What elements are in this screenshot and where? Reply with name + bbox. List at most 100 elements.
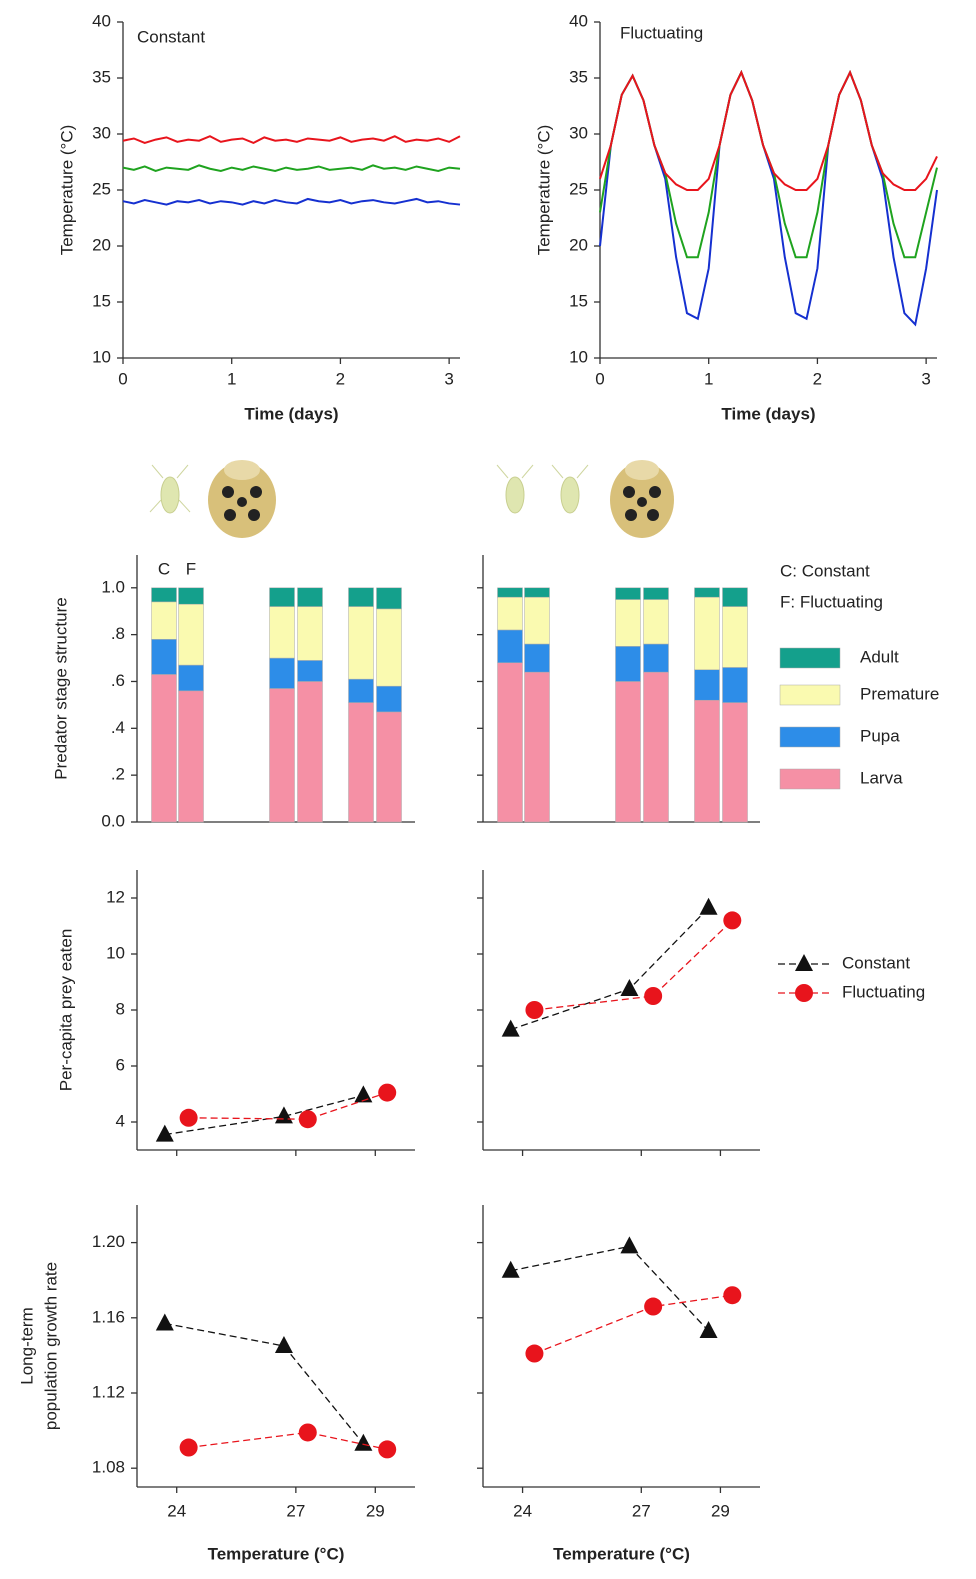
bar-segment xyxy=(269,587,295,607)
legend-swatch xyxy=(779,726,841,748)
y-tick-label: 10 xyxy=(92,347,111,366)
y-tick-label: 35 xyxy=(92,67,111,86)
y-tick-label: 20 xyxy=(92,235,111,254)
y-tick-label: 12 xyxy=(106,887,125,906)
bar-segment xyxy=(643,643,669,673)
bar-segment xyxy=(348,587,374,607)
ladybird xyxy=(610,460,674,538)
bar-segment xyxy=(297,606,323,661)
bar-segment xyxy=(297,587,323,607)
x-tick-label: 29 xyxy=(366,1501,385,1520)
bar-segment xyxy=(615,599,641,647)
aphid xyxy=(551,464,589,514)
bar-segment xyxy=(524,643,550,673)
point xyxy=(378,1440,397,1459)
legend-note: C: Constant xyxy=(780,561,870,580)
point xyxy=(378,1083,397,1102)
point xyxy=(723,911,742,930)
x-tick-label: 1 xyxy=(227,369,236,388)
y-tick-label: 30 xyxy=(92,123,111,142)
y-tick-label: 1.0 xyxy=(101,577,125,596)
point xyxy=(354,1433,373,1451)
x-axis-label: Time (days) xyxy=(244,404,338,423)
aphid xyxy=(496,464,534,514)
x-tick-label: 3 xyxy=(444,369,453,388)
point xyxy=(620,1236,639,1254)
bar-segment xyxy=(497,662,523,823)
x-tick-label: 1 xyxy=(704,369,713,388)
y-tick-label: 8 xyxy=(116,999,125,1018)
bar-segment xyxy=(615,587,641,600)
bar-segment xyxy=(694,699,720,823)
series-line xyxy=(599,69,938,191)
y-axis-label: Temperature (°C) xyxy=(57,125,76,256)
y-tick-label: .4 xyxy=(111,718,125,737)
x-tick-label: 27 xyxy=(286,1501,305,1520)
bar-segment xyxy=(615,646,641,682)
series-line xyxy=(599,69,938,327)
bar-segment xyxy=(151,601,177,640)
point xyxy=(274,1336,293,1353)
bar-segment xyxy=(348,678,374,703)
x-tick-label: 0 xyxy=(595,369,604,388)
point xyxy=(723,1286,742,1305)
bar-segment xyxy=(178,603,204,666)
y-tick-label: 15 xyxy=(92,291,111,310)
legend-label: Adult xyxy=(860,647,899,666)
bar-segment xyxy=(178,690,204,823)
aphid xyxy=(149,464,191,514)
bar-segment xyxy=(643,671,669,823)
bar-segment xyxy=(269,657,295,689)
point xyxy=(525,1344,544,1363)
x-tick-label: 0 xyxy=(118,369,127,388)
bar-segment xyxy=(694,587,720,598)
y-tick-label: 20 xyxy=(569,235,588,254)
legend-note: F: Fluctuating xyxy=(780,592,883,611)
series-line xyxy=(122,135,461,145)
bar-segment xyxy=(694,669,720,701)
y-tick-label: .6 xyxy=(111,671,125,690)
x-axis-label: Temperature (°C) xyxy=(553,1544,690,1563)
legend-marker xyxy=(795,954,813,971)
x-tick-label: 24 xyxy=(167,1501,186,1520)
bar-segment xyxy=(151,639,177,675)
bar-segment xyxy=(615,681,641,823)
legend-label: Premature xyxy=(860,684,939,703)
bar-segment xyxy=(497,596,523,631)
x-tick-label: 2 xyxy=(813,369,822,388)
y-axis-label: Temperature (°C) xyxy=(534,125,553,256)
y-axis-label: Predator stage structure xyxy=(51,597,70,779)
bar-segment xyxy=(297,681,323,823)
legend-label: Constant xyxy=(842,953,910,972)
series-line xyxy=(188,1091,388,1120)
point xyxy=(501,1260,520,1278)
point xyxy=(699,1320,718,1338)
insect-images xyxy=(149,460,674,538)
bar-segment xyxy=(269,606,295,659)
series-line xyxy=(534,919,733,1011)
y-tick-label: 1.20 xyxy=(92,1232,125,1251)
legend-label: Larva xyxy=(860,768,903,787)
y-tick-label: 40 xyxy=(92,11,111,30)
bar-segment xyxy=(722,587,748,607)
y-tick-label: 30 xyxy=(569,123,588,142)
point xyxy=(620,979,639,996)
legend-swatch xyxy=(779,768,841,790)
y-tick-label: 1.08 xyxy=(92,1458,125,1477)
bar-segment xyxy=(376,608,402,687)
point xyxy=(155,1313,174,1331)
y-axis-label: Long-term xyxy=(17,1307,36,1384)
series-line xyxy=(510,1245,710,1332)
y-axis-label: Per-capita prey eaten xyxy=(56,929,75,1092)
x-axis-label: Time (days) xyxy=(721,404,815,423)
bar-segment xyxy=(376,711,402,823)
legend-swatch xyxy=(779,647,841,669)
series-line xyxy=(122,197,461,206)
chart-title: Constant xyxy=(137,27,205,46)
x-tick-label: 3 xyxy=(921,369,930,388)
bar-segment xyxy=(376,685,402,713)
category-label: C xyxy=(158,559,170,578)
y-tick-label: 15 xyxy=(569,291,588,310)
legend-label: Fluctuating xyxy=(842,982,925,1001)
